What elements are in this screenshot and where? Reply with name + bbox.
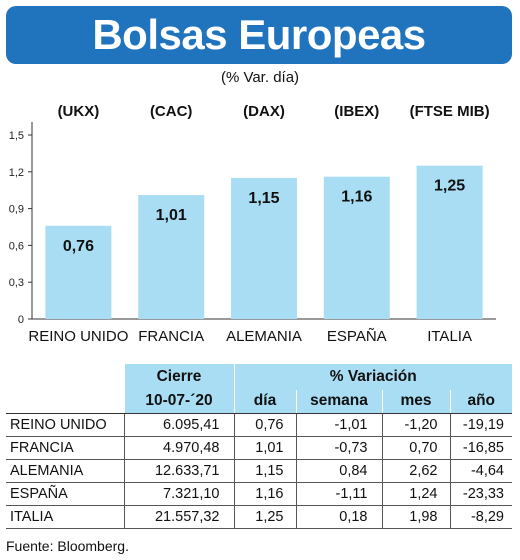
bar-chart: 0 0,3 0,6 0,9 1,2 1,5 0,76 (UKX) REINO UNIDO 1,01…	[9, 103, 496, 345]
row-close: 12.633,71	[123, 459, 234, 483]
row-year: -16,85	[449, 436, 512, 460]
index-label: (UKX)	[58, 103, 100, 120]
x-category-label: REINO UNIDO	[28, 328, 128, 345]
table-header-blank-2	[6, 390, 124, 414]
row-name: ALEMANIA	[6, 459, 124, 483]
row-week: -1,11	[295, 482, 382, 506]
quotes-table: Cierre % Variación 10-07-´20 día semana …	[6, 364, 512, 529]
row-month: 1,98	[381, 505, 450, 529]
header-variation: % Variación	[233, 364, 512, 390]
table-row: ALEMANIA 12.633,71 1,15 0,84 2,62 -4,64	[6, 459, 512, 483]
header-month: mes	[381, 390, 450, 414]
row-name: REINO UNIDO	[6, 413, 124, 437]
index-label: (FTSE MIB)	[410, 103, 490, 120]
source-note: Fuente: Bloomberg.	[6, 538, 129, 554]
table-row: REINO UNIDO 6.095,41 0,76 -1,01 -1,20 -1…	[6, 413, 512, 437]
y-tick-label: 0	[18, 314, 24, 326]
row-close: 6.095,41	[123, 413, 234, 437]
table-row: ESPAÑA 7.321,10 1,16 -1,11 1,24 -23,33	[6, 482, 512, 506]
bar	[45, 225, 112, 319]
bar	[138, 195, 205, 319]
row-month: 2,62	[381, 459, 450, 483]
row-day: 1,25	[233, 505, 296, 529]
x-category-label: FRANCIA	[138, 328, 204, 345]
bar-value-label: 1,15	[248, 190, 279, 207]
page-title: Bolsas Europeas	[92, 11, 426, 58]
row-month: 0,70	[381, 436, 450, 460]
table-row: FRANCIA 4.970,48 1,01 -0,73 0,70 -16,85	[6, 436, 512, 460]
index-label: (CAC)	[150, 103, 193, 120]
header-day: día	[233, 390, 296, 414]
x-category-label: ALEMANIA	[226, 328, 302, 345]
row-day: 1,01	[233, 436, 296, 460]
row-month: -1,20	[381, 413, 450, 437]
row-month: 1,24	[381, 482, 450, 506]
table-header-blank	[6, 364, 124, 390]
x-category-label: ITALIA	[427, 328, 472, 345]
row-close: 7.321,10	[123, 482, 234, 506]
table-sub-header-row: 10-07-´20 día semana mes año	[6, 390, 512, 414]
index-label: (IBEX)	[334, 103, 379, 120]
row-week: 0,84	[295, 459, 382, 483]
y-tick-label: 0,9	[9, 204, 24, 216]
header-year: año	[449, 390, 512, 414]
bar-value-label: 0,76	[63, 238, 94, 255]
row-day: 0,76	[233, 413, 296, 437]
y-tick-label: 0,6	[9, 240, 24, 252]
header-close: Cierre	[123, 364, 234, 390]
y-tick-label: 0,3	[9, 277, 24, 289]
row-name: FRANCIA	[6, 436, 124, 460]
row-day: 1,15	[233, 459, 296, 483]
bar	[231, 177, 297, 319]
row-close: 4.970,48	[123, 436, 234, 460]
x-category-label: ESPAÑA	[327, 328, 387, 345]
row-year: -23,33	[449, 482, 512, 506]
quotes-table-wrap: Cierre % Variación 10-07-´20 día semana …	[6, 364, 512, 529]
y-tick-label: 1,5	[9, 130, 24, 142]
row-close: 21.557,32	[123, 505, 234, 529]
table-group-header-row: Cierre % Variación	[6, 364, 512, 390]
header-date: 10-07-´20	[123, 390, 234, 414]
row-year: -19,19	[449, 413, 512, 437]
bar	[323, 176, 390, 319]
table-row: ITALIA 21.557,32 1,25 0,18 1,98 -8,29	[6, 505, 512, 529]
row-day: 1,16	[233, 482, 296, 506]
index-label: (DAX)	[243, 103, 285, 120]
bar	[416, 165, 483, 319]
row-week: -0,73	[295, 436, 382, 460]
row-year: -8,29	[449, 505, 512, 529]
row-name: ITALIA	[6, 505, 124, 529]
row-year: -4,64	[449, 459, 512, 483]
row-name: ESPAÑA	[6, 482, 124, 506]
bar-value-label: 1,01	[156, 207, 187, 224]
bar-value-label: 1,16	[341, 189, 372, 206]
bar-value-label: 1,25	[434, 178, 465, 195]
row-week: -1,01	[295, 413, 382, 437]
header-week: semana	[295, 390, 382, 414]
chart-subtitle: (% Var. día)	[220, 69, 300, 86]
y-tick-label: 1,2	[9, 167, 24, 179]
title-bar: Bolsas Europeas	[6, 6, 512, 64]
row-week: 0,18	[295, 505, 382, 529]
